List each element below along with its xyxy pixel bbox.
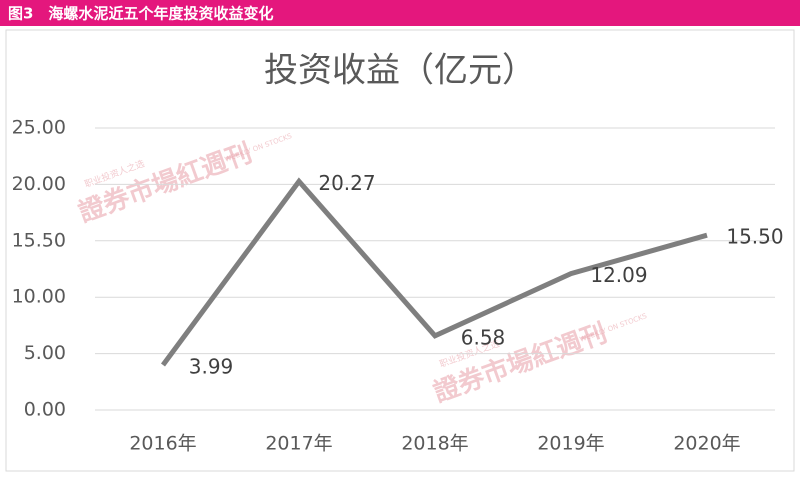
y-tick-label: 25.00 xyxy=(12,117,66,139)
x-tick-label: 2018年 xyxy=(401,433,468,455)
y-tick-label: 0.00 xyxy=(24,399,66,421)
data-label: 6.58 xyxy=(461,325,506,349)
line xyxy=(160,177,708,367)
y-tick-label: 10.00 xyxy=(12,286,66,308)
data-label: 20.27 xyxy=(318,171,375,195)
data-label: 3.99 xyxy=(189,354,234,378)
header-title: 图3 海螺水泥近五个年度投资收益变化 xyxy=(8,5,273,23)
chart-border xyxy=(5,29,795,472)
y-tick-label: 5.00 xyxy=(24,342,66,364)
chart-title: 投资收益（亿元） xyxy=(264,51,536,91)
x-tick-label: 2017年 xyxy=(265,433,332,455)
x-tick-label: 2016年 xyxy=(129,433,196,455)
x-tick-label: 2020年 xyxy=(673,433,740,455)
header-bar xyxy=(0,0,800,26)
x-tick-label: 2019年 xyxy=(537,433,604,455)
y-tick-label: 20.00 xyxy=(12,173,66,195)
data-label: 15.50 xyxy=(726,225,783,249)
y-tick-label: 15.50 xyxy=(12,229,66,251)
data-label: 12.09 xyxy=(590,263,647,287)
